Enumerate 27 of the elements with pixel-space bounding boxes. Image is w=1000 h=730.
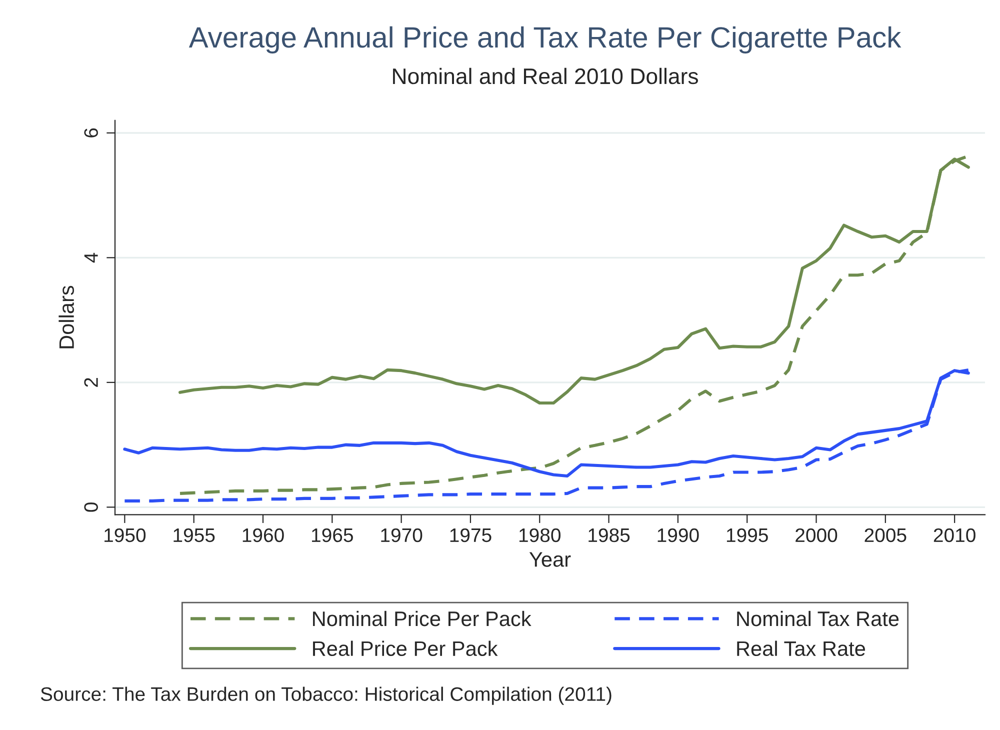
- x-tick-label: 2000: [796, 528, 838, 542]
- x-tick-label: 1955: [174, 528, 215, 542]
- legend-label: Nominal Price Per Pack: [313, 610, 532, 626]
- x-tick-label: 1970: [381, 528, 422, 542]
- x-tick-label: 1995: [726, 528, 768, 542]
- x-tick-label: 1965: [312, 528, 353, 542]
- x-tick-label: 1960: [242, 528, 284, 542]
- x-axis-title: Year: [529, 552, 571, 567]
- legend-label: Nominal Tax Rate: [737, 610, 899, 626]
- y-axis-title: Dollars: [58, 286, 74, 348]
- line-series: [123, 368, 970, 502]
- x-tick-label: 1980: [519, 528, 560, 542]
- y-tick-label: 4: [84, 252, 98, 263]
- x-tick-label: 1990: [658, 528, 699, 542]
- chart-subtitle: Nominal and Real 2010 Dollars: [393, 68, 698, 84]
- source-note: Source: The Tax Burden on Tobacco: Historical Compilation (2011): [40, 686, 612, 705]
- x-tick-label: 1975: [450, 528, 492, 542]
- x-tick-label: 1950: [104, 528, 146, 542]
- x-tick-label: 1985: [588, 528, 630, 542]
- legend-label: Real Tax Rate: [737, 640, 866, 656]
- legend-label: Real Price Per Pack: [313, 640, 498, 656]
- y-tick-label: 2: [84, 378, 98, 387]
- y-tick-label: 6: [84, 128, 98, 138]
- x-tick-label: 2010: [934, 528, 976, 542]
- y-tick-label: 0: [84, 502, 98, 512]
- x-tick-label: 2005: [864, 528, 906, 542]
- chart-title: Average Annual Price and Tax Rate Per Cigarette Pack: [188, 26, 902, 54]
